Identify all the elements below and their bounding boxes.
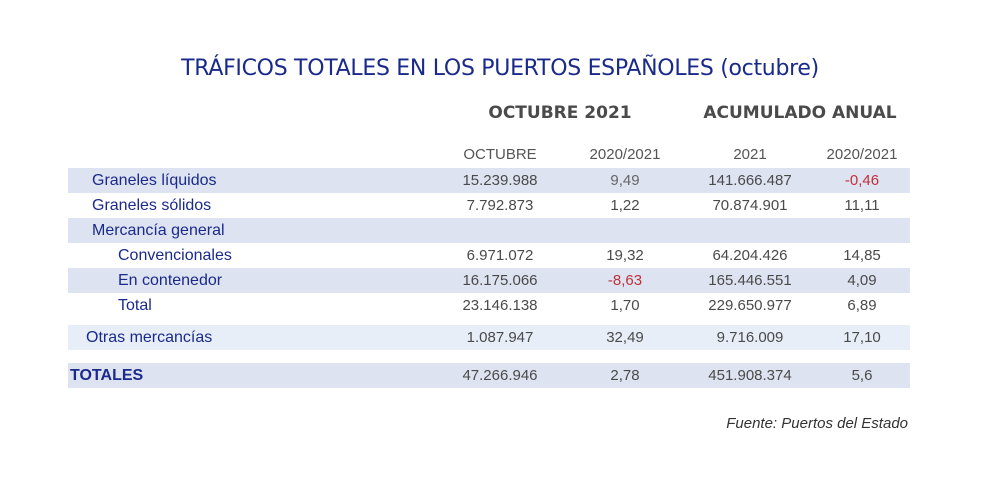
- table-row: Total 23.146.138 1,70 229.650.977 6,89: [68, 293, 910, 318]
- table-row: Otras mercancías 1.087.947 32,49 9.716.0…: [68, 325, 910, 350]
- column-header-octubre: OCTUBRE: [463, 146, 537, 163]
- cell-2021: 229.650.977: [708, 297, 792, 314]
- row-label: Convencionales: [118, 247, 232, 264]
- cell-octubre: 15.239.988: [462, 172, 538, 189]
- cell-variation-month: 2,78: [610, 367, 640, 384]
- cell-2021: 64.204.426: [712, 247, 788, 264]
- cell-variation-month: 19,32: [606, 247, 644, 264]
- row-label: Graneles sólidos: [92, 197, 212, 214]
- cell-2021: 165.446.551: [708, 272, 792, 289]
- table-title: TRÁFICOS TOTALES EN LOS PUERTOS ESPAÑOLE…: [181, 56, 819, 81]
- cell-octubre: 23.146.138: [462, 297, 538, 314]
- table-row: Graneles sólidos 7.792.873 1,22 70.874.9…: [68, 193, 910, 218]
- column-header-variation-annual: 2020/2021: [826, 146, 898, 163]
- row-label: Mercancía general: [92, 222, 225, 239]
- cell-2021: 451.908.374: [708, 367, 792, 384]
- row-label: TOTALES: [70, 367, 144, 384]
- cell-octubre: 6.971.072: [466, 247, 534, 264]
- cell-2021: 141.666.487: [708, 172, 792, 189]
- table-row-totals: TOTALES 47.266.946 2,78 451.908.374 5,6: [68, 363, 910, 388]
- cell-octubre: 1.087.947: [466, 329, 534, 346]
- row-label: En contenedor: [118, 272, 223, 289]
- cell-variation-month: -8,63: [607, 272, 643, 289]
- cell-variation-annual: -0,46: [844, 172, 880, 189]
- cell-variation-month: 9,49: [610, 172, 640, 189]
- cell-variation-month: 1,22: [610, 197, 640, 214]
- cell-octubre: 16.175.066: [462, 272, 538, 289]
- group-header-accumulated: ACUMULADO ANUAL: [703, 103, 897, 123]
- table-row: Mercancía general: [68, 218, 910, 243]
- cell-variation-annual: 14,85: [843, 247, 881, 264]
- cell-variation-annual: 6,89: [847, 297, 877, 314]
- cell-octubre: 47.266.946: [462, 367, 538, 384]
- cell-2021: 70.874.901: [712, 197, 788, 214]
- table-row: Convencionales 6.971.072 19,32 64.204.42…: [68, 243, 910, 268]
- row-label: Total: [118, 297, 152, 314]
- group-header-october-2021: OCTUBRE 2021: [488, 103, 632, 123]
- column-header-variation-month: 2020/2021: [589, 146, 661, 163]
- cell-octubre: 7.792.873: [466, 197, 534, 214]
- cell-2021: 9.716.009: [716, 329, 784, 346]
- row-label: Otras mercancías: [86, 329, 213, 346]
- cell-variation-month: 1,70: [610, 297, 640, 314]
- row-label: Graneles líquidos: [92, 172, 217, 189]
- cell-variation-annual: 4,09: [847, 272, 877, 289]
- cell-variation-month: 32,49: [606, 329, 644, 346]
- cell-variation-annual: 17,10: [843, 329, 881, 346]
- source-note: Fuente: Puertos del Estado: [726, 415, 908, 432]
- table-row: Graneles líquidos 15.239.988 9,49 141.66…: [68, 168, 910, 193]
- cell-variation-annual: 5,6: [851, 367, 873, 384]
- table-row: En contenedor 16.175.066 -8,63 165.446.5…: [68, 268, 910, 293]
- cell-variation-annual: 11,11: [844, 197, 880, 214]
- column-header-2021: 2021: [733, 146, 767, 163]
